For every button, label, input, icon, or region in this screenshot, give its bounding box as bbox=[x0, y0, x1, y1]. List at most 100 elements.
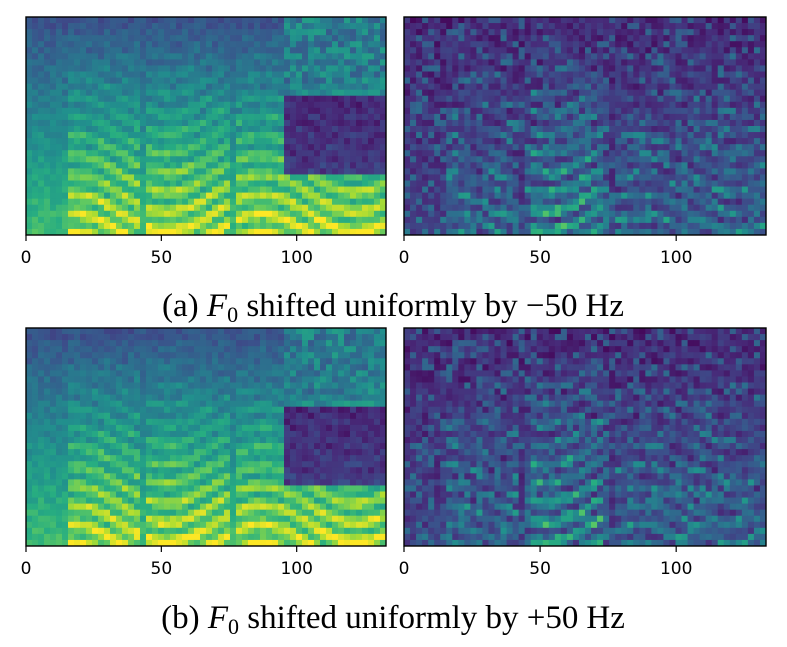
heatmap-cell bbox=[597, 186, 604, 194]
heatmap-cell bbox=[104, 35, 111, 42]
heatmap-cell bbox=[597, 65, 604, 72]
heatmap-cell bbox=[194, 370, 201, 377]
heatmap-cell bbox=[152, 358, 159, 365]
heatmap-cell bbox=[248, 364, 255, 371]
heatmap-cell bbox=[542, 71, 550, 78]
heatmap-cell bbox=[518, 222, 526, 230]
heatmap-cell bbox=[627, 95, 634, 103]
heatmap-cell bbox=[572, 89, 580, 97]
heatmap-cell bbox=[122, 198, 129, 206]
heatmap-cell bbox=[266, 53, 273, 60]
heatmap-cell bbox=[687, 192, 694, 200]
heatmap-cell bbox=[194, 23, 201, 30]
heatmap-cell bbox=[416, 41, 423, 48]
heatmap-cell bbox=[560, 210, 568, 218]
heatmap-cell bbox=[585, 204, 592, 212]
heatmap-cell bbox=[176, 376, 183, 383]
heatmap-cell bbox=[681, 132, 688, 139]
heatmap-cell bbox=[164, 370, 171, 377]
heatmap-cell bbox=[140, 89, 147, 97]
heatmap-cell bbox=[176, 132, 183, 139]
heatmap-cell bbox=[717, 216, 725, 224]
heatmap-cell bbox=[74, 364, 81, 371]
heatmap-cell bbox=[585, 210, 592, 218]
heatmap-cell bbox=[296, 168, 303, 175]
heatmap-cell bbox=[176, 174, 183, 181]
heatmap-cell bbox=[212, 346, 219, 353]
heatmap-cell bbox=[470, 77, 477, 85]
heatmap-cell bbox=[284, 59, 291, 66]
heatmap-cell bbox=[170, 71, 177, 78]
heatmap-cell bbox=[416, 138, 423, 145]
heatmap-cell bbox=[104, 113, 111, 121]
heatmap-cell bbox=[86, 35, 93, 42]
heatmap-cell bbox=[651, 35, 658, 42]
heatmap-cell bbox=[705, 222, 713, 230]
heatmap-cell bbox=[290, 156, 297, 163]
heatmap-cell bbox=[344, 228, 351, 236]
heatmap-cell bbox=[759, 35, 767, 42]
heatmap-cell bbox=[374, 41, 381, 48]
heatmap-cell bbox=[434, 71, 441, 78]
heatmap-cell bbox=[218, 53, 225, 60]
heatmap-cell bbox=[741, 174, 749, 181]
heatmap-cell bbox=[518, 113, 526, 121]
heatmap-cell bbox=[681, 138, 688, 145]
heatmap-cell bbox=[524, 198, 532, 206]
heatmap-cell bbox=[326, 126, 333, 133]
heatmap-cell bbox=[230, 382, 237, 389]
heatmap-cell bbox=[410, 77, 417, 85]
heatmap-cell bbox=[404, 222, 411, 230]
heatmap-cell bbox=[669, 119, 676, 127]
heatmap-cell bbox=[506, 65, 513, 72]
heatmap-cell bbox=[693, 198, 701, 206]
heatmap-cell bbox=[80, 334, 87, 341]
heatmap-cell bbox=[314, 180, 321, 187]
heatmap-cell bbox=[272, 198, 279, 206]
heatmap-cell bbox=[272, 77, 279, 85]
heatmap-cell bbox=[206, 340, 213, 347]
heatmap-cell bbox=[224, 132, 231, 139]
heatmap-cell bbox=[116, 89, 123, 97]
heatmap-cell bbox=[524, 101, 532, 109]
heatmap-cell bbox=[699, 65, 707, 72]
heatmap-cell bbox=[627, 222, 634, 230]
heatmap-cell bbox=[639, 186, 646, 194]
heatmap-cell bbox=[56, 352, 63, 359]
heatmap-cell bbox=[302, 41, 309, 48]
heatmap-cell bbox=[380, 180, 387, 187]
heatmap-cell bbox=[566, 144, 574, 151]
heatmap-cell bbox=[615, 138, 622, 145]
heatmap-cell bbox=[278, 47, 285, 54]
heatmap-cell bbox=[663, 192, 670, 200]
heatmap-cell bbox=[609, 216, 616, 224]
heatmap-cell bbox=[464, 17, 471, 24]
heatmap-cell bbox=[711, 204, 719, 212]
heatmap-cell bbox=[494, 95, 501, 103]
heatmap-cell bbox=[62, 376, 69, 383]
heatmap-cell bbox=[146, 162, 153, 169]
heatmap-cell bbox=[512, 156, 520, 163]
heatmap-cell bbox=[440, 156, 447, 163]
heatmap-cell bbox=[458, 71, 465, 78]
heatmap-cell bbox=[669, 138, 676, 145]
heatmap-cell bbox=[242, 126, 249, 133]
heatmap-cell bbox=[260, 71, 267, 78]
heatmap-cell bbox=[362, 388, 369, 396]
heatmap-cell bbox=[717, 150, 725, 157]
heatmap-cell bbox=[416, 77, 423, 85]
heatmap-cell bbox=[597, 89, 604, 97]
heatmap-cell bbox=[74, 89, 81, 97]
heatmap-cell bbox=[26, 358, 33, 365]
heatmap-cell bbox=[266, 186, 273, 194]
heatmap-cell bbox=[194, 346, 201, 353]
heatmap-cell bbox=[80, 126, 87, 133]
heatmap-cell bbox=[404, 126, 411, 133]
heatmap-cell bbox=[735, 119, 743, 127]
heatmap-cell bbox=[128, 23, 135, 30]
heatmap-cell bbox=[74, 192, 81, 200]
heatmap-cell bbox=[723, 138, 731, 145]
heatmap-cell bbox=[404, 156, 411, 163]
heatmap-cell bbox=[26, 216, 33, 224]
heatmap-cell bbox=[350, 186, 357, 194]
